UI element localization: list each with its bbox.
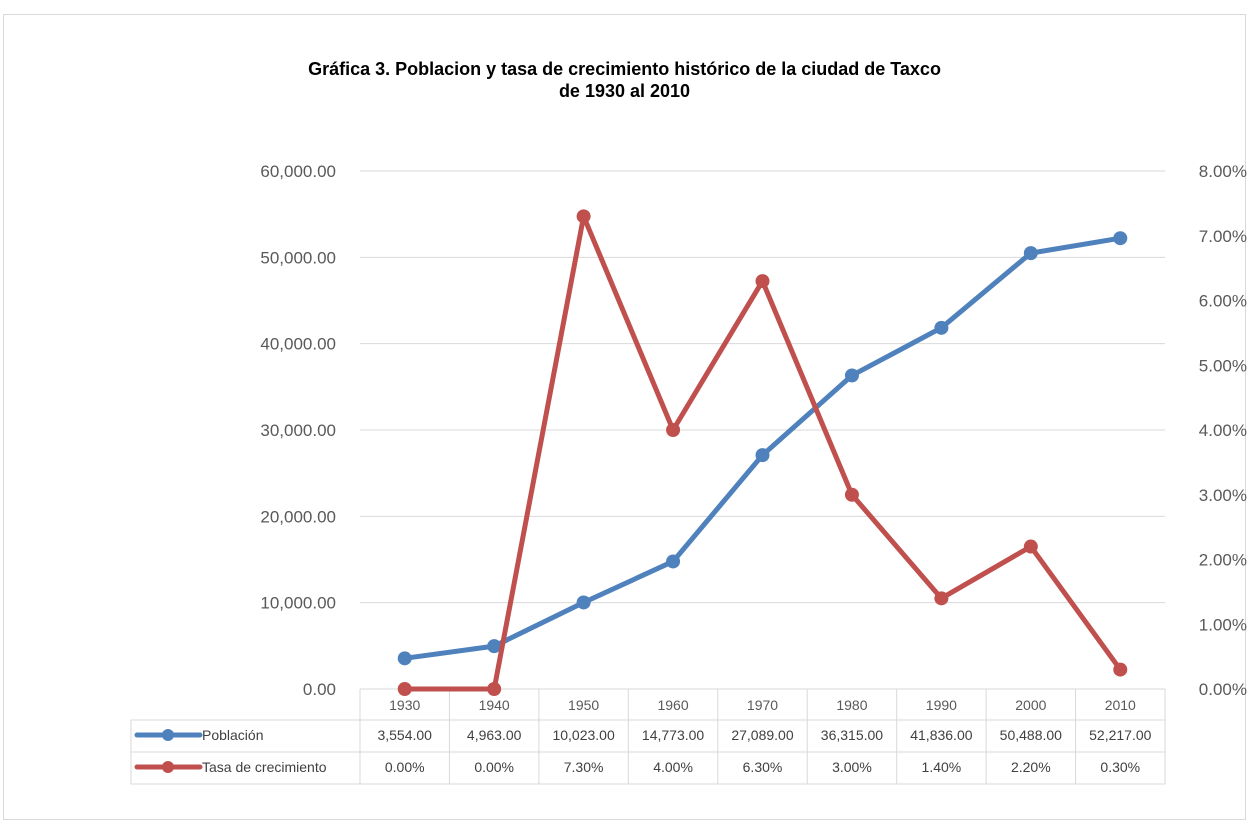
category-label: 1940 xyxy=(479,697,510,713)
table-cell: 0.00% xyxy=(385,759,425,775)
right-tick-label: 7.00% xyxy=(1199,227,1247,246)
table-cell: 14,773.00 xyxy=(642,727,704,743)
table-cell: 3,554.00 xyxy=(377,727,432,743)
left-tick-label: 30,000.00 xyxy=(260,421,336,440)
left-tick-label: 0.00 xyxy=(303,680,336,699)
chart-title-line-2: de 1930 al 2010 xyxy=(558,81,691,101)
left-tick-label: 10,000.00 xyxy=(260,594,336,613)
table-cell: 1.40% xyxy=(922,759,962,775)
data-point xyxy=(666,423,681,437)
data-point xyxy=(1113,662,1128,677)
category-label: 1990 xyxy=(926,697,957,713)
category-label: 2010 xyxy=(1105,697,1136,713)
table-cell: 10,023.00 xyxy=(552,727,614,743)
data-point xyxy=(755,448,770,463)
left-axis-ticks: 0.00 10,000.00 20,000.00 30,000.00 40,000.00… xyxy=(260,162,336,699)
category-label: 1950 xyxy=(568,697,599,713)
legend-key-marker xyxy=(162,729,174,741)
data-table: 1930 1940 1950 1960 1970 1980 1990 2000 2010 Pobl… xyxy=(130,688,1166,785)
table-cell: 41,836.00 xyxy=(910,727,972,743)
data-point xyxy=(487,682,502,696)
data-point xyxy=(487,639,502,654)
data-point xyxy=(1023,539,1038,554)
table-cell: 50,488.00 xyxy=(1000,727,1062,743)
legend-entry: Tasa de crecimiento xyxy=(202,759,327,775)
data-point xyxy=(1023,246,1038,261)
table-cell: 0.30% xyxy=(1100,759,1140,775)
table-cell: 36,315.00 xyxy=(821,727,883,743)
left-tick-label: 20,000.00 xyxy=(260,507,336,526)
data-point xyxy=(666,554,681,569)
legend-key-marker xyxy=(162,761,174,773)
category-label: 1980 xyxy=(836,697,867,713)
chart-title-line-1: Gráfica 3. Poblacion y tasa de crecimien… xyxy=(308,59,941,79)
data-point xyxy=(755,274,770,289)
data-point xyxy=(934,591,949,606)
left-tick-label: 40,000.00 xyxy=(260,335,336,354)
table-cell: 4,963.00 xyxy=(467,727,522,743)
table-cell: 7.30% xyxy=(564,759,604,775)
right-axis-ticks: 0.00% 1.00% 2.00% 3.00% 4.00% 5.00% 6.00% 7.00%… xyxy=(1199,162,1247,699)
series-lines xyxy=(397,209,1128,696)
table-cell: 4.00% xyxy=(653,759,693,775)
right-tick-label: 2.00% xyxy=(1199,551,1247,570)
table-cell: 52,217.00 xyxy=(1089,727,1151,743)
left-tick-label: 50,000.00 xyxy=(260,248,336,267)
category-label: 1960 xyxy=(657,697,688,713)
data-point xyxy=(934,320,949,335)
right-tick-label: 0.00% xyxy=(1199,680,1247,699)
data-point xyxy=(1113,231,1128,246)
right-tick-label: 5.00% xyxy=(1199,356,1247,375)
category-label: 1970 xyxy=(747,697,778,713)
data-point xyxy=(844,487,859,502)
data-point xyxy=(844,368,859,383)
category-label: 1930 xyxy=(389,697,420,713)
right-tick-label: 3.00% xyxy=(1199,486,1247,505)
left-tick-label: 60,000.00 xyxy=(260,162,336,181)
table-cell: 6.30% xyxy=(743,759,783,775)
right-tick-label: 4.00% xyxy=(1199,421,1247,440)
category-label: 2000 xyxy=(1015,697,1046,713)
right-tick-label: 8.00% xyxy=(1199,162,1247,181)
data-point xyxy=(576,595,591,610)
table-cell: 27,089.00 xyxy=(731,727,793,743)
data-point xyxy=(397,651,412,666)
table-cell: 2.20% xyxy=(1011,759,1051,775)
right-tick-label: 1.00% xyxy=(1199,615,1247,634)
chart-title: Gráfica 3. Poblacion y tasa de crecimien… xyxy=(0,58,1249,102)
table-cell: 0.00% xyxy=(474,759,514,775)
data-point xyxy=(576,209,591,224)
right-tick-label: 6.00% xyxy=(1199,292,1247,311)
chart-frame xyxy=(3,14,1246,820)
data-point xyxy=(397,682,412,696)
legend-entry: Población xyxy=(202,727,264,743)
table-cell: 3.00% xyxy=(832,759,872,775)
